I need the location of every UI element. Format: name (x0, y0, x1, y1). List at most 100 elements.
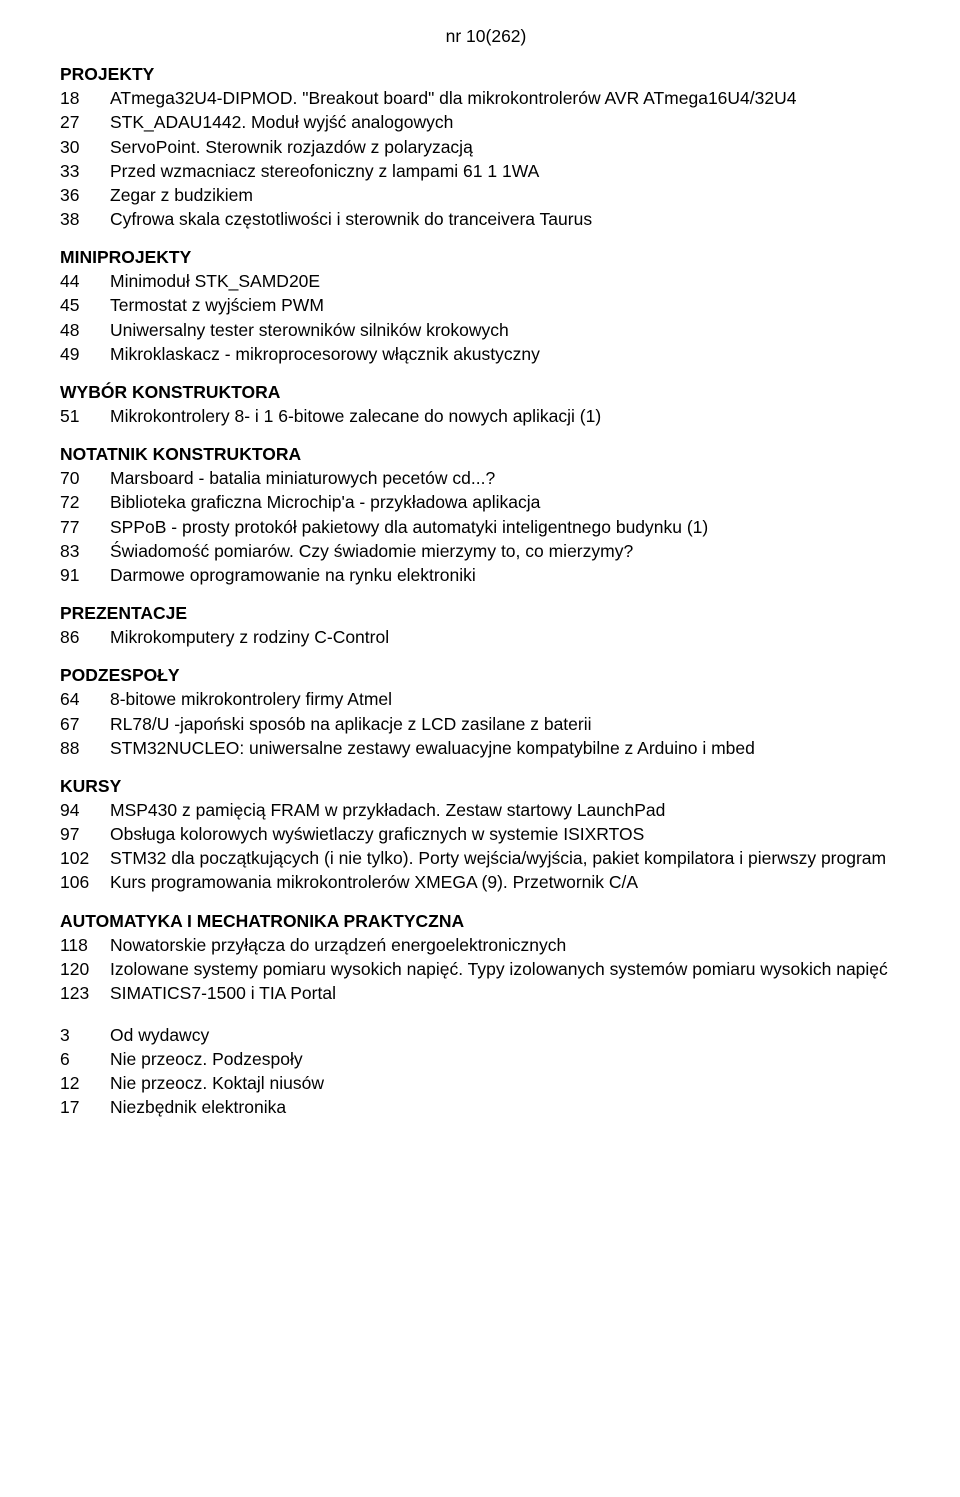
section-heading: WYBÓR KONSTRUKTORA (60, 380, 912, 404)
sections-container: PROJEKTY18ATmega32U4-DIPMOD. "Breakout b… (60, 62, 912, 1005)
entry-title: Kurs programowania mikrokontrolerów XMEG… (110, 870, 912, 894)
entry-title: ATmega32U4-DIPMOD. "Breakout board" dla … (110, 86, 912, 110)
entry-title: Cyfrowa skala częstotliwości i sterownik… (110, 207, 912, 231)
toc-entry: 88STM32NUCLEO: uniwersalne zestawy ewalu… (60, 736, 912, 760)
entry-title: Uniwersalny tester sterowników silników … (110, 318, 912, 342)
page-number: 17 (60, 1095, 110, 1119)
toc-entry: 118Nowatorskie przyłącza do urządzeń ene… (60, 933, 912, 957)
toc-entry: 120Izolowane systemy pomiaru wysokich na… (60, 957, 912, 981)
toc-entry: 45Termostat z wyjściem PWM (60, 293, 912, 317)
section-heading: AUTOMATYKA I MECHATRONIKA PRAKTYCZNA (60, 909, 912, 933)
page-number: 120 (60, 957, 110, 981)
toc-entry: 72Biblioteka graficzna Microchip'a - prz… (60, 490, 912, 514)
page-number: 86 (60, 625, 110, 649)
toc-entry: 102STM32 dla początkujących (i nie tylko… (60, 846, 912, 870)
footer-entry: 6Nie przeocz. Podzespoły (60, 1047, 912, 1071)
toc-entry: 44Minimoduł STK_SAMD20E (60, 269, 912, 293)
page-number: 83 (60, 539, 110, 563)
page-number: 3 (60, 1023, 110, 1047)
entry-title: Nie przeocz. Koktajl niusów (110, 1071, 912, 1095)
page-number: 91 (60, 563, 110, 587)
entry-title: Izolowane systemy pomiaru wysokich napię… (110, 957, 912, 981)
toc-entry: 70Marsboard - batalia miniaturowych pece… (60, 466, 912, 490)
toc-entry: 106Kurs programowania mikrokontrolerów X… (60, 870, 912, 894)
toc-entry: 33Przed wzmacniacz stereofoniczny z lamp… (60, 159, 912, 183)
entry-title: STK_ADAU1442. Moduł wyjść analogowych (110, 110, 912, 134)
footer-entry: 17Niezbędnik elektronika (60, 1095, 912, 1119)
toc-entry: 27STK_ADAU1442. Moduł wyjść analogowych (60, 110, 912, 134)
footer-entry: 3Od wydawcy (60, 1023, 912, 1047)
page-number: 36 (60, 183, 110, 207)
toc-entry: 97Obsługa kolorowych wyświetlaczy grafic… (60, 822, 912, 846)
page-number: 70 (60, 466, 110, 490)
page-number: 33 (60, 159, 110, 183)
page-number: 45 (60, 293, 110, 317)
toc-entry: 648-bitowe mikrokontrolery firmy Atmel (60, 687, 912, 711)
section-heading: KURSY (60, 774, 912, 798)
entry-title: ServoPoint. Sterownik rozjazdów z polary… (110, 135, 912, 159)
page-number: 38 (60, 207, 110, 231)
page-number: 51 (60, 404, 110, 428)
page-number: 49 (60, 342, 110, 366)
entry-title: 8-bitowe mikrokontrolery firmy Atmel (110, 687, 912, 711)
page-number: 72 (60, 490, 110, 514)
page-number: 12 (60, 1071, 110, 1095)
entry-title: SIMATICS7-1500 i TIA Portal (110, 981, 912, 1005)
section-heading: PODZESPOŁY (60, 663, 912, 687)
toc-entry: 38Cyfrowa skala częstotliwości i sterown… (60, 207, 912, 231)
page-number: 64 (60, 687, 110, 711)
toc-entry: 51Mikrokontrolery 8- i 1 6-bitowe zaleca… (60, 404, 912, 428)
issue-number: nr 10(262) (60, 24, 912, 48)
section-heading: PREZENTACJE (60, 601, 912, 625)
toc-entry: 123SIMATICS7-1500 i TIA Portal (60, 981, 912, 1005)
entry-title: Marsboard - batalia miniaturowych pecetó… (110, 466, 912, 490)
entry-title: Biblioteka graficzna Microchip'a - przyk… (110, 490, 912, 514)
footer-list: 3Od wydawcy6Nie przeocz. Podzespoły12Nie… (60, 1023, 912, 1120)
page-number: 77 (60, 515, 110, 539)
entry-title: SPPoB - prosty protokół pakietowy dla au… (110, 515, 912, 539)
toc-entry: 91Darmowe oprogramowanie na rynku elektr… (60, 563, 912, 587)
entry-title: Termostat z wyjściem PWM (110, 293, 912, 317)
entry-title: Nowatorskie przyłącza do urządzeń energo… (110, 933, 912, 957)
entry-title: STM32 dla początkujących (i nie tylko). … (110, 846, 912, 870)
toc-entry: 18ATmega32U4-DIPMOD. "Breakout board" dl… (60, 86, 912, 110)
entry-title: RL78/U -japoński sposób na aplikacje z L… (110, 712, 912, 736)
page-number: 67 (60, 712, 110, 736)
page-number: 94 (60, 798, 110, 822)
toc-entry: 77SPPoB - prosty protokół pakietowy dla … (60, 515, 912, 539)
page-number: 30 (60, 135, 110, 159)
toc-entry: 86Mikrokomputery z rodziny C-Control (60, 625, 912, 649)
toc-entry: 67RL78/U -japoński sposób na aplikacje z… (60, 712, 912, 736)
document-page: nr 10(262) PROJEKTY18ATmega32U4-DIPMOD. … (0, 0, 960, 1497)
page-number: 118 (60, 933, 110, 957)
entry-title: Zegar z budzikiem (110, 183, 912, 207)
entry-title: Obsługa kolorowych wyświetlaczy graficzn… (110, 822, 912, 846)
entry-title: Przed wzmacniacz stereofoniczny z lampam… (110, 159, 912, 183)
toc-entry: 30ServoPoint. Sterownik rozjazdów z pola… (60, 135, 912, 159)
entry-title: Darmowe oprogramowanie na rynku elektron… (110, 563, 912, 587)
entry-title: Mikrokomputery z rodziny C-Control (110, 625, 912, 649)
toc-entry: 49Mikroklaskacz - mikroprocesorowy włącz… (60, 342, 912, 366)
entry-title: Świadomość pomiarów. Czy świadomie mierz… (110, 539, 912, 563)
page-number: 88 (60, 736, 110, 760)
page-number: 106 (60, 870, 110, 894)
section-heading: MINIPROJEKTY (60, 245, 912, 269)
entry-title: STM32NUCLEO: uniwersalne zestawy ewaluac… (110, 736, 912, 760)
toc-entry: 94MSP430 z pamięcią FRAM w przykładach. … (60, 798, 912, 822)
entry-title: Mikroklaskacz - mikroprocesorowy włączni… (110, 342, 912, 366)
page-number: 102 (60, 846, 110, 870)
page-number: 97 (60, 822, 110, 846)
page-number: 6 (60, 1047, 110, 1071)
page-number: 27 (60, 110, 110, 134)
entry-title: MSP430 z pamięcią FRAM w przykładach. Ze… (110, 798, 912, 822)
footer-entry: 12Nie przeocz. Koktajl niusów (60, 1071, 912, 1095)
section-heading: PROJEKTY (60, 62, 912, 86)
toc-entry: 83Świadomość pomiarów. Czy świadomie mie… (60, 539, 912, 563)
entry-title: Od wydawcy (110, 1023, 912, 1047)
page-number: 44 (60, 269, 110, 293)
page-number: 48 (60, 318, 110, 342)
entry-title: Nie przeocz. Podzespoły (110, 1047, 912, 1071)
toc-entry: 48Uniwersalny tester sterowników silnikó… (60, 318, 912, 342)
page-number: 123 (60, 981, 110, 1005)
page-number: 18 (60, 86, 110, 110)
